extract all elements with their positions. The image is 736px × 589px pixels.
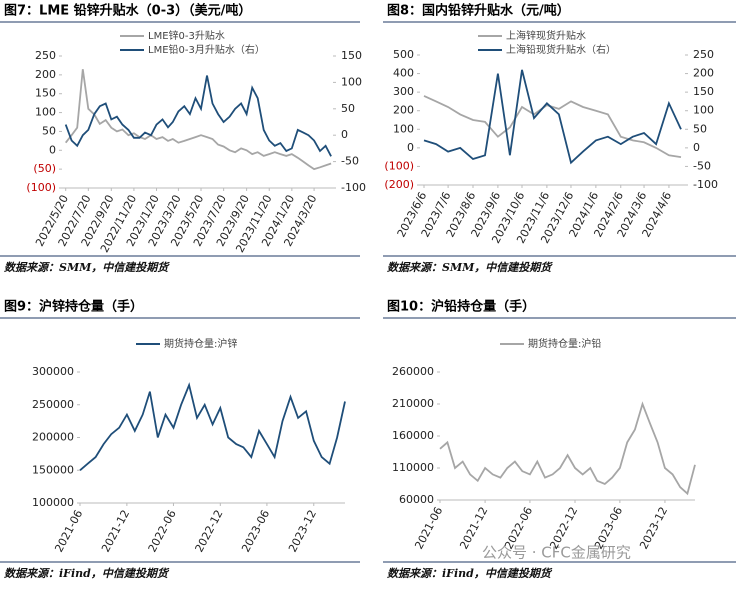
series-line	[423, 69, 682, 165]
y-tick-label: 0	[49, 143, 56, 156]
y-tick-label: 100	[393, 122, 414, 135]
chart-title: 图9：沪锌持仓量（手）	[4, 299, 143, 315]
legend-label: LME铅0-3月升贴水（右）	[148, 43, 265, 56]
y-tick-label: (100)	[26, 181, 56, 194]
series-line	[439, 401, 696, 496]
y2-tick-label: 100	[693, 104, 714, 117]
watermark: 公众号 · CFC金属研究	[482, 544, 631, 562]
y-tick-label: 60000	[399, 493, 434, 506]
series-line	[64, 75, 332, 157]
y-tick-label: (200)	[384, 178, 414, 191]
y2-tick-label: 100	[341, 75, 362, 88]
y-tick-label: 300000	[32, 365, 74, 378]
y2-tick-label: -50	[341, 155, 359, 168]
y-tick-label: 300	[393, 85, 414, 98]
y-tick-label: 260000	[392, 365, 434, 378]
legend-label: 上海锌现货升贴水	[506, 29, 586, 42]
chart-title: 图10：沪铅持仓量（手）	[387, 299, 535, 315]
y2-tick-label: 50	[341, 102, 355, 115]
y-tick-label: 250	[35, 49, 56, 62]
y2-tick-label: -50	[693, 159, 711, 172]
y2-tick-label: 250	[693, 48, 714, 61]
source: 数据来源：iFind，中信建投期货	[4, 567, 170, 580]
x-tick-label: 2022-06	[146, 508, 179, 555]
x-tick-label: 2023-12	[637, 505, 670, 552]
y-tick-label: 100	[35, 106, 56, 119]
legend-label: 期货持仓量:沪锌	[164, 337, 237, 350]
x-tick-label: 2023-12	[286, 508, 319, 555]
legend-label: 上海铅现货升贴水（右）	[506, 43, 616, 56]
y2-tick-label: 150	[341, 49, 362, 62]
y-tick-label: 150	[35, 87, 56, 100]
x-tick-label: 2021-12	[99, 508, 132, 555]
series-line	[64, 69, 332, 171]
y-tick-label: 0	[407, 141, 414, 154]
y-tick-label: 200000	[32, 431, 74, 444]
y2-tick-label: 0	[693, 141, 700, 154]
series-line	[79, 382, 346, 471]
x-tick-label: 2023-06	[239, 508, 272, 555]
y2-tick-label: -100	[693, 178, 718, 191]
y2-tick-label: 0	[341, 128, 348, 141]
y2-tick-label: -100	[341, 181, 366, 194]
y-tick-label: 200	[35, 68, 56, 81]
legend-label: 期货持仓量:沪铅	[528, 337, 601, 350]
y-tick-label: 110000	[392, 461, 434, 474]
y-tick-label: 100000	[32, 496, 74, 509]
y-tick-label: (50)	[33, 162, 56, 175]
x-tick-label: 2022-12	[193, 508, 226, 555]
y-tick-label: 250000	[32, 398, 74, 411]
y-tick-label: 210000	[392, 397, 434, 410]
x-tick-label: 2021-06	[52, 508, 85, 555]
y-tick-label: 160000	[392, 429, 434, 442]
series-line	[423, 95, 682, 158]
source: 数据来源：iFind，中信建投期货	[387, 567, 553, 580]
y2-tick-label: 150	[693, 85, 714, 98]
legend-label: LME锌0-3升贴水	[148, 29, 225, 42]
y2-tick-label: 50	[693, 122, 707, 135]
chart-title: 图7：LME 铅锌升贴水（0-3）（美元/吨）	[4, 3, 251, 19]
y-tick-label: (100)	[384, 159, 414, 172]
y-tick-label: 200	[393, 104, 414, 117]
x-tick-label: 2021-06	[412, 505, 445, 552]
source: 数据来源：SMM，中信建投期货	[4, 261, 170, 274]
source: 数据来源：SMM，中信建投期货	[387, 261, 553, 274]
chart-title: 图8：国内铅锌升贴水（元/吨）	[387, 3, 570, 19]
y2-tick-label: 200	[693, 67, 714, 80]
y-tick-label: 400	[393, 67, 414, 80]
y-tick-label: 500	[393, 48, 414, 61]
y-tick-label: 50	[42, 124, 56, 137]
y-tick-label: 150000	[32, 463, 74, 476]
